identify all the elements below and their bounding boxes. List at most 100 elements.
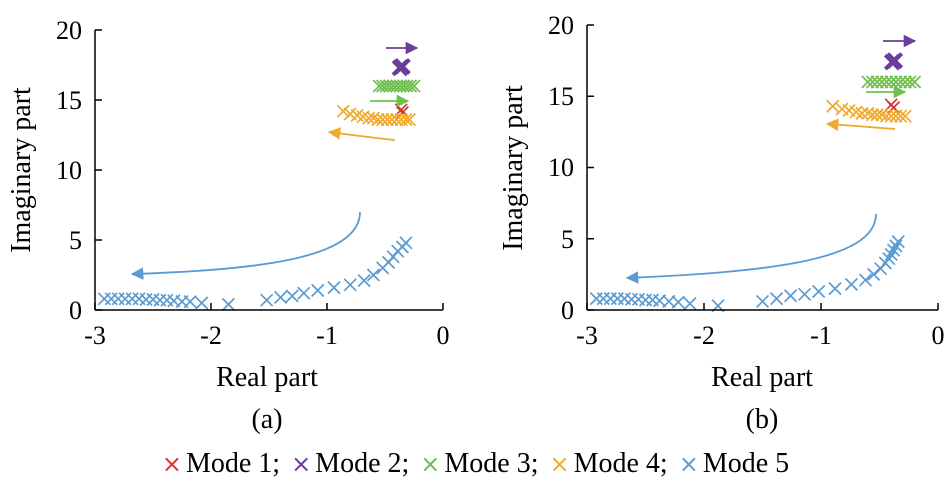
mode-5-point [139, 292, 153, 307]
mode-5-point [118, 292, 132, 306]
plot-area-b [589, 52, 922, 313]
plot-area-a [97, 57, 421, 312]
mode-4-point [898, 109, 912, 123]
panel-label: (b) [746, 404, 779, 435]
mode-5-point [153, 293, 167, 307]
mode-3-point [865, 75, 880, 89]
mode-4-point [380, 112, 394, 127]
mode-5-point [399, 236, 413, 250]
legend-marker-icon: × [420, 450, 441, 478]
legend: × Mode 1; × Mode 2; × Mode 3; × Mode 4; × Mod… [0, 446, 951, 482]
legend-item-mode-3: × Mode 3; [420, 446, 538, 482]
mode-5-point [783, 289, 798, 303]
mode-5-point [638, 293, 653, 307]
mode-3-point [879, 75, 894, 89]
mode-4-point [889, 109, 903, 123]
mode-3-point [870, 75, 884, 89]
y-tick-label: 0 [69, 296, 82, 325]
y-tick-label: 20 [56, 16, 82, 45]
mode-5-point [260, 293, 274, 307]
legend-marker-icon: × [291, 450, 312, 478]
mode5-trajectory-arrow [130, 211, 361, 280]
mode-4-point [865, 108, 880, 122]
mode-4-point [402, 112, 416, 127]
mode-5-point [798, 287, 812, 301]
mode-4-point [385, 112, 399, 127]
mode-5-point [828, 282, 842, 296]
legend-item-mode-1: × Mode 1; [162, 446, 280, 482]
mode-5-point [311, 283, 325, 298]
mode-5-point [357, 273, 371, 288]
x-axis-title: Real part [711, 362, 813, 393]
panel-label: (a) [251, 404, 282, 435]
mode-5-point [111, 292, 125, 306]
mode-5-point [327, 280, 341, 295]
mode-4-point [826, 99, 840, 113]
mode-3-point [407, 79, 421, 93]
mode-3-point [403, 79, 418, 93]
x-tick-label: -3 [576, 321, 598, 350]
mode-3-point [907, 75, 922, 89]
y-tick-label: 20 [548, 11, 574, 40]
mode-5-point [589, 291, 603, 306]
mode-5-point [285, 289, 299, 303]
mode-5-point [273, 290, 288, 305]
legend-marker-icon: × [161, 450, 182, 478]
mode-5-point [610, 291, 625, 306]
mode-5-point [221, 297, 236, 312]
mode-4-point [336, 104, 350, 118]
legend-marker-icon: × [549, 450, 570, 478]
mode-5-point [624, 292, 639, 306]
mode-5-point [97, 292, 111, 306]
x-tick-label: -1 [316, 321, 338, 350]
y-tick-label: 0 [561, 296, 574, 325]
mode-5-point [891, 234, 905, 249]
mode-4-point [893, 109, 908, 123]
legend-item-mode-2: × Mode 2; [291, 446, 409, 482]
mode-2-point [393, 57, 411, 75]
mode-4-point [399, 112, 413, 127]
mode-5-point [889, 239, 903, 253]
mode-5-point [844, 277, 859, 291]
mode-5-point [769, 291, 784, 306]
mode-1-point [886, 101, 901, 115]
y-tick-label: 10 [548, 153, 574, 182]
x-tick-label: -2 [200, 321, 222, 350]
chart-panel-b: -3 -2 -1 0 0 5 10 15 20 Real part Imagin… [498, 11, 945, 435]
mode-5-point [812, 284, 826, 299]
mode-5-point [882, 252, 896, 266]
mode-5-point [683, 296, 697, 311]
legend-item-mode-5: × Mode 5 [679, 446, 789, 482]
legend-marker-icon: × [678, 450, 699, 478]
mode-5-point [603, 291, 618, 306]
tick-group-a [94, 29, 444, 311]
mode-2-point [886, 52, 904, 70]
y-tick-label: 15 [56, 86, 82, 115]
legend-label: Mode 4; [573, 448, 668, 479]
mode-5-point [858, 273, 873, 287]
legend-label: Mode 2; [315, 448, 410, 479]
mode-5-point [183, 294, 197, 309]
mode-4-point [389, 112, 404, 127]
mode-5-point [755, 294, 770, 309]
y-tick-label: 5 [561, 225, 574, 254]
x-tick-label: -1 [810, 321, 832, 350]
mode-5-point [886, 243, 901, 257]
mode5-trajectory-arrow [625, 213, 877, 284]
mode-4-point [371, 112, 385, 127]
mode-5-point [596, 291, 610, 306]
mode-5-point [867, 267, 881, 281]
mode-5-point [671, 295, 685, 309]
x-tick-label: -3 [84, 321, 106, 350]
tick-group-b [586, 24, 939, 311]
y-tick-label: 5 [69, 226, 82, 255]
mode-5-point [195, 296, 209, 310]
mode-3-point [875, 75, 889, 89]
legend-label: Mode 3; [444, 448, 539, 479]
mode4-trajectory-arrow [825, 118, 896, 131]
mode-4-point [879, 109, 894, 123]
mode-4-point [884, 109, 898, 123]
mode-5-point [884, 247, 898, 262]
legend-label: Mode 1; [185, 448, 281, 479]
